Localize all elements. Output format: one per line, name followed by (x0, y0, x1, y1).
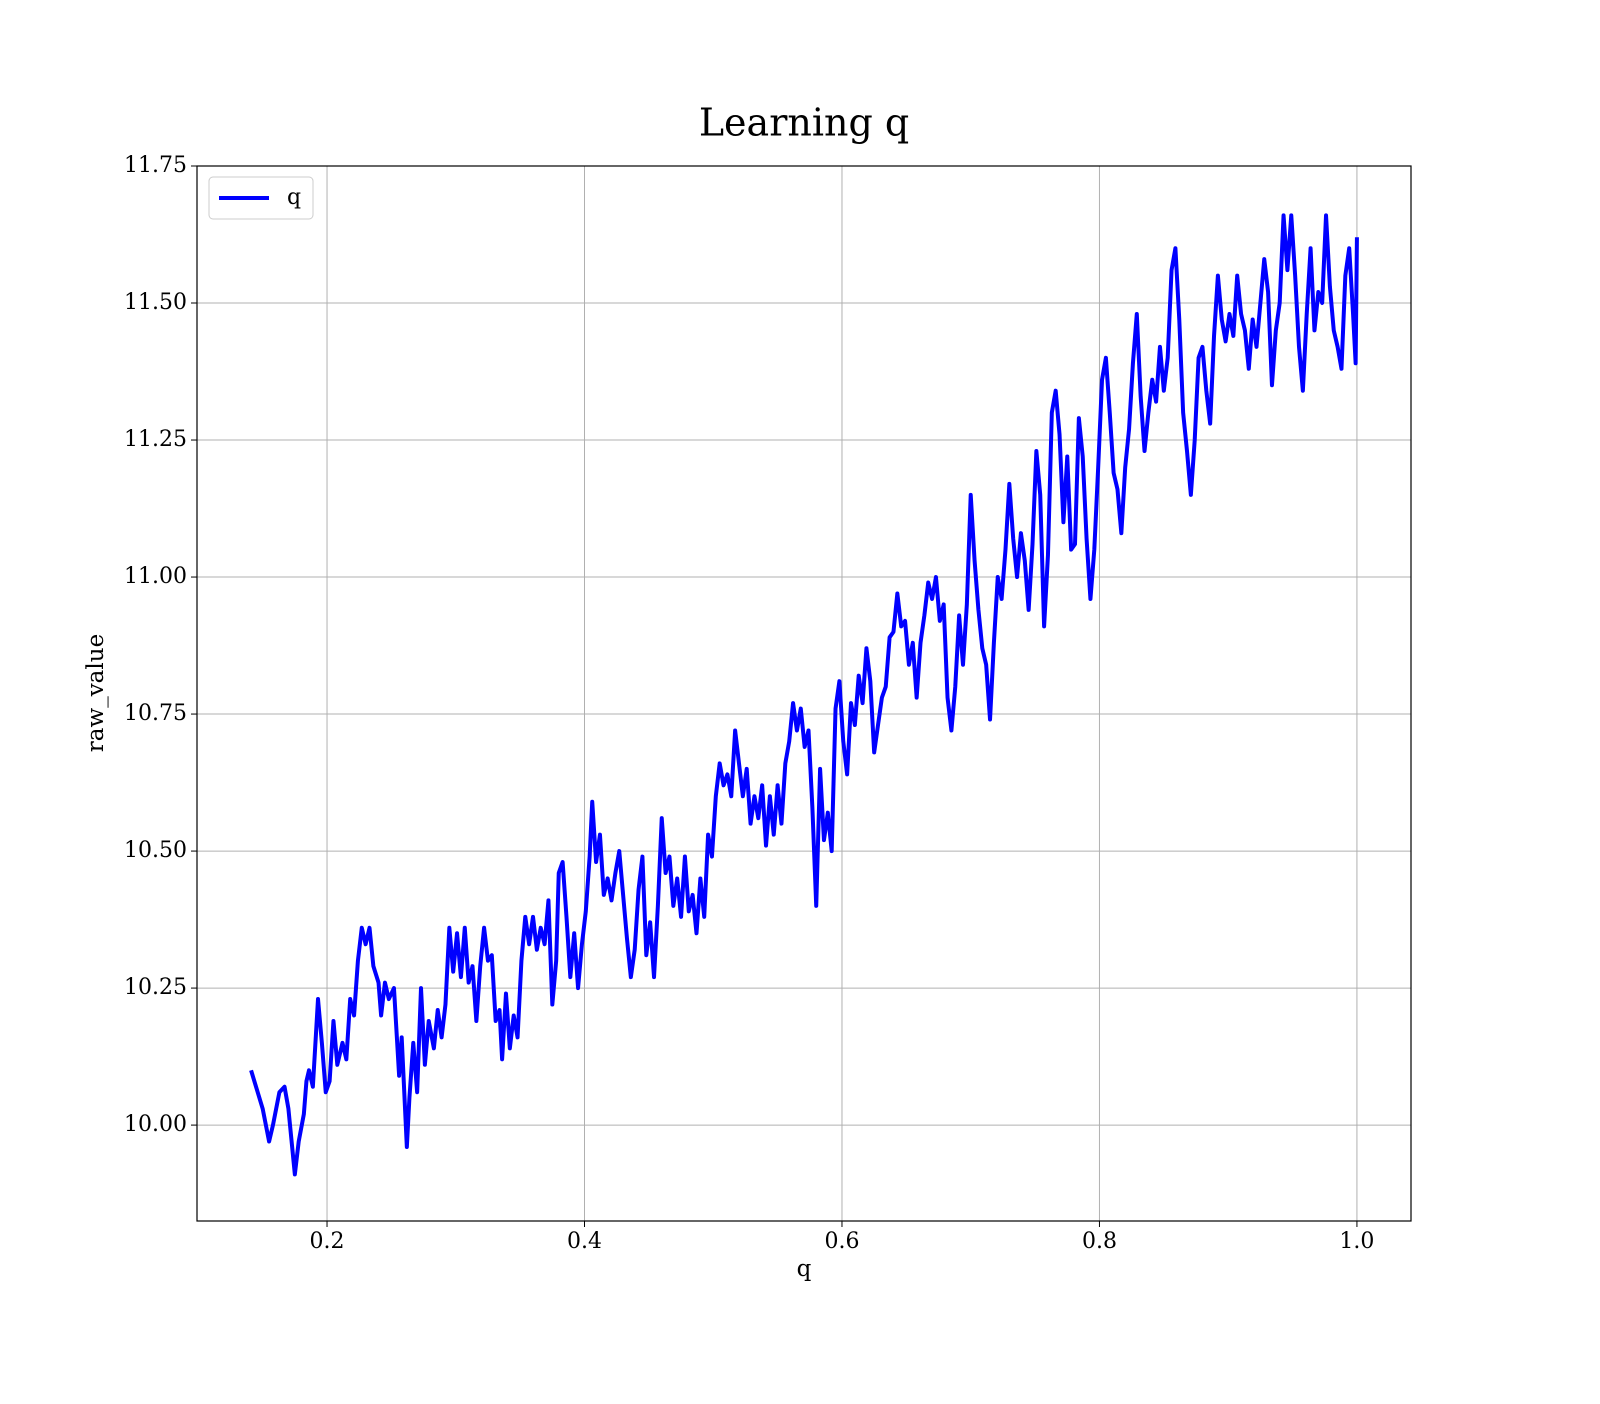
chart-title: Learning q (699, 101, 909, 145)
y-tick-label: 11.25 (124, 427, 187, 452)
legend-label: q (287, 185, 301, 210)
plot-frame (196, 165, 1412, 1222)
x-tick-label: 0.4 (567, 1229, 602, 1254)
x-tick-label: 1.0 (1339, 1229, 1374, 1254)
x-tick-label: 0.6 (824, 1229, 859, 1254)
y-tick-label: 11.50 (124, 290, 187, 315)
y-tick-label: 11.75 (124, 153, 187, 178)
y-tick-label: 10.50 (124, 838, 187, 863)
y-tick-label: 10.25 (124, 975, 187, 1000)
y-tick-label: 10.75 (124, 701, 187, 726)
y-tick-label: 10.00 (124, 1112, 187, 1137)
y-tick-label: 11.00 (124, 564, 187, 589)
x-axis-label: q (797, 1256, 812, 1282)
x-tick-label: 0.2 (310, 1229, 345, 1254)
data-line (249, 213, 1359, 1177)
y-axis-label: raw_value (83, 634, 109, 752)
x-tick-label: 0.8 (1082, 1229, 1117, 1254)
